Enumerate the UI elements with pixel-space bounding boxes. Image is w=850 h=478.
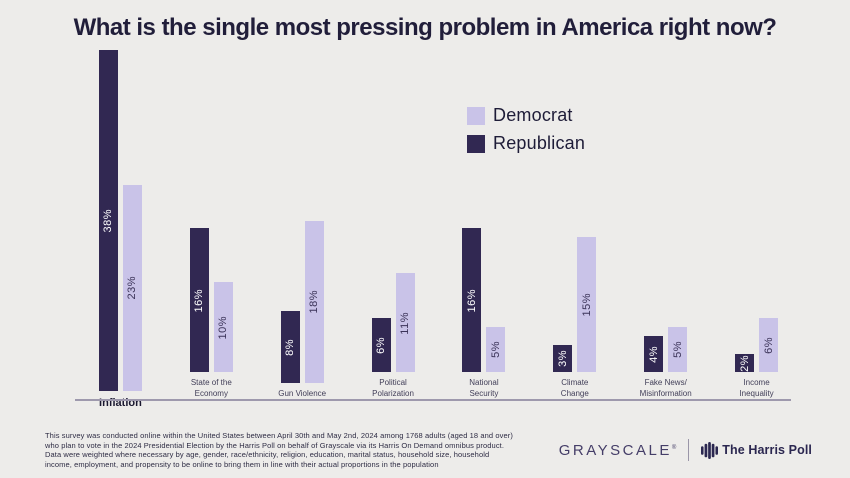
legend-label-democrat: Democrat — [493, 105, 573, 125]
harris-poll-logo: The Harris Poll — [701, 441, 812, 459]
footer-logos: GRAYSCALE® The Harris Poll — [559, 438, 812, 462]
category-label: National Security — [469, 378, 499, 399]
legend-item-democrat: Democrat — [467, 105, 585, 126]
bar-republican: 2% — [735, 354, 755, 373]
bar-republican: 8% — [280, 311, 300, 384]
bar-democrat: 5% — [486, 327, 506, 373]
grayscale-trademark: ® — [671, 444, 677, 451]
bar-republican: 4% — [644, 336, 664, 373]
category-group: 16% 10% State of the Economy — [166, 50, 257, 400]
x-axis-line — [75, 399, 791, 401]
bar-value-label: 11% — [399, 311, 412, 335]
bar-value-label: 15% — [580, 293, 593, 317]
bar-value-label: 23% — [126, 276, 139, 300]
footnote-line: income, employment, and propensity to be… — [45, 459, 439, 469]
bar-republican: 3% — [553, 345, 573, 373]
survey-methodology-footnote: This survey was conducted online within … — [45, 431, 513, 469]
logo-divider — [688, 439, 690, 461]
legend-label-republican: Republican — [493, 133, 586, 153]
category-label: Climate Change — [560, 378, 589, 399]
category-label: Gun Violence — [278, 389, 327, 399]
bar-value-label: 6% — [762, 336, 775, 354]
category-label: Fake News/Misinformation — [639, 378, 692, 399]
category-label: Political Polarization — [372, 378, 414, 399]
category-group: 4% 5% Fake News/Misinformation — [620, 50, 711, 400]
footnote-line: Data were weighted where necessary by ag… — [45, 450, 490, 460]
chart-legend: Democrat Republican — [467, 105, 585, 154]
bar-value-label: 5% — [671, 341, 684, 359]
bar-value-label: 16% — [193, 288, 206, 313]
bar-value-label: 38% — [102, 208, 115, 233]
category-group: 3% 15% Climate Change — [529, 50, 620, 400]
bar-value-label: 6% — [375, 336, 388, 354]
bar-democrat: 11% — [395, 273, 415, 373]
grayscale-logo: GRAYSCALE® — [559, 442, 677, 459]
category-group: 38% 23% Inflation — [75, 50, 166, 409]
bar-value-label: 16% — [465, 288, 478, 313]
democrat-swatch-icon — [467, 106, 485, 125]
bar-republican: 16% — [189, 228, 209, 373]
category-label: State of the Economy — [190, 378, 232, 399]
chart-title: What is the single most pressing problem… — [73, 14, 777, 41]
footnote-line: This survey was conducted online within … — [45, 431, 513, 440]
bar-democrat: 18% — [304, 221, 324, 384]
bar-value-label: 3% — [556, 350, 569, 368]
bar-value-label: 8% — [284, 338, 297, 356]
bar-democrat: 6% — [759, 318, 779, 373]
bar-value-label: 5% — [489, 341, 502, 359]
bar-value-label: 10% — [217, 315, 230, 340]
footnote-line: who plan to vote in the 2024 Presidentia… — [45, 440, 505, 450]
bar-republican: 38% — [98, 50, 118, 391]
bar-value-label: 2% — [738, 354, 751, 372]
bar-value-label: 4% — [647, 345, 660, 363]
bar-republican: 16% — [462, 228, 482, 373]
category-group: 6% 11% Political Polarization — [348, 50, 439, 400]
bar-republican: 6% — [371, 318, 391, 373]
harris-poll-icon — [701, 441, 719, 459]
category-group: 2% 6% Income Inequality — [711, 50, 802, 400]
bar-democrat: 23% — [122, 185, 142, 391]
bar-democrat: 5% — [668, 327, 688, 373]
bar-groups: 38% 23% Inflation 16% 10% State of the Economy… — [75, 50, 802, 409]
bar-democrat: 10% — [213, 282, 233, 373]
bar-democrat: 15% — [577, 237, 597, 373]
republican-swatch-icon — [467, 134, 485, 153]
category-group: 16% 5% National Security — [439, 50, 530, 400]
grayscale-logo-text: GRAYSCALE — [558, 441, 672, 459]
category-label: Income Inequality — [739, 378, 774, 399]
bar-value-label: 18% — [308, 290, 321, 314]
harris-poll-text: The Harris Poll — [722, 443, 812, 457]
legend-item-republican: Republican — [467, 133, 585, 154]
category-group: 8% 18% Gun Violence — [257, 50, 348, 400]
